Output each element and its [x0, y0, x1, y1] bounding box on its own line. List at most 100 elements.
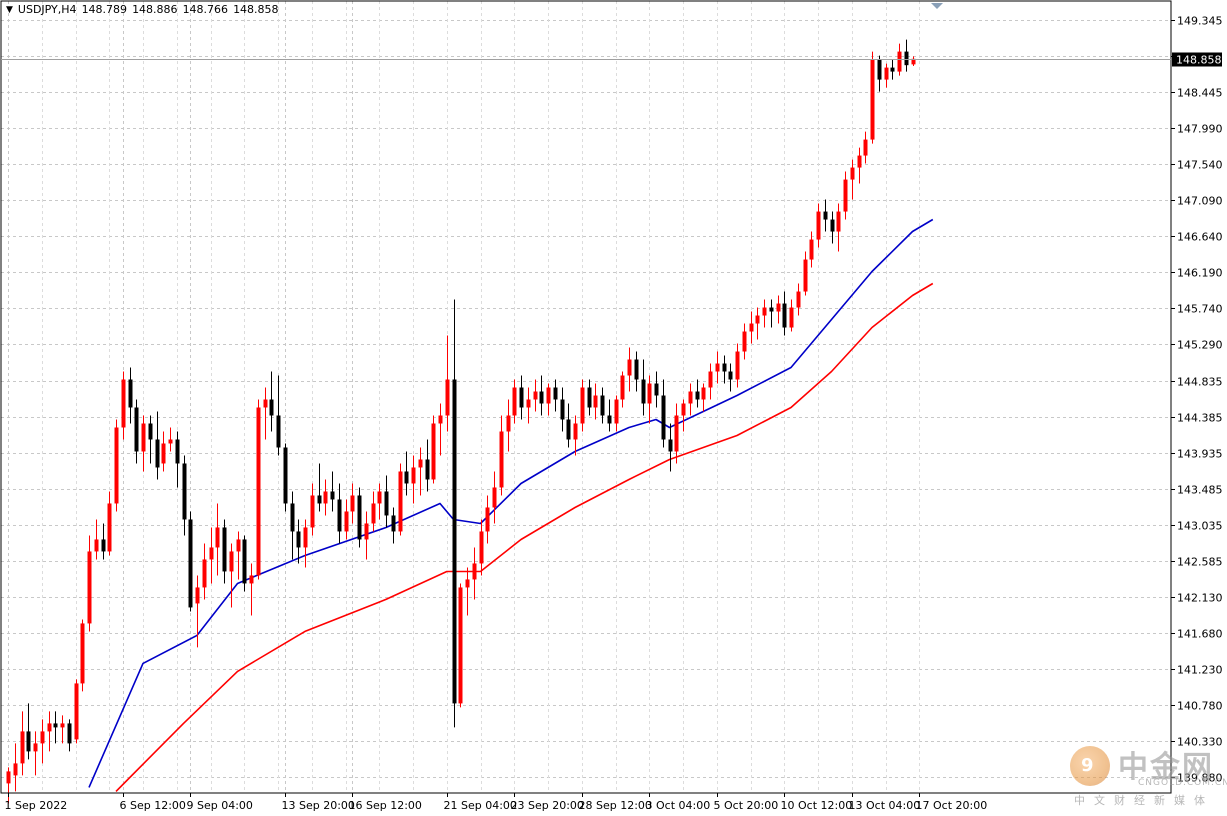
x-tick-label: 13 Oct 04:00 — [849, 799, 921, 812]
candle-body — [755, 315, 760, 324]
y-tick-label: 142.130 — [1177, 592, 1223, 605]
candle-body — [155, 439, 160, 468]
candle-bull — [13, 743, 18, 792]
candle-body — [890, 67, 895, 72]
candle-bear — [566, 403, 571, 448]
candle-bull — [168, 427, 173, 452]
grid-layer — [1, 1, 1171, 793]
moving-averages — [88, 218, 934, 792]
candle-bull — [47, 711, 52, 752]
candle-body — [249, 575, 254, 584]
candle-body — [236, 539, 241, 552]
candle-bull — [681, 399, 686, 432]
candle-bear — [830, 211, 835, 244]
candle-body — [182, 463, 187, 520]
candle-body — [87, 551, 92, 624]
candle-body — [398, 471, 403, 532]
candle-bear — [877, 55, 882, 92]
candle-bull — [479, 519, 484, 576]
candle-body — [796, 291, 801, 308]
candle-body — [465, 579, 470, 588]
candle-body — [620, 375, 625, 400]
candle-body — [121, 379, 126, 428]
candle-body — [242, 539, 247, 584]
candle-body — [40, 731, 45, 744]
y-tick-label: 145.290 — [1177, 339, 1223, 352]
candle-body — [600, 395, 605, 416]
watermark-subtitle: 中文财经新媒体 — [1074, 794, 1214, 807]
candle-bull — [620, 371, 625, 408]
y-tick-label: 149.345 — [1177, 15, 1223, 28]
candle-bull — [789, 299, 794, 332]
candle-bull — [762, 299, 767, 328]
candle-bull — [445, 335, 450, 432]
candle-body — [512, 387, 517, 416]
x-tick-label: 28 Sep 12:00 — [579, 799, 652, 812]
candle-bull — [377, 483, 382, 520]
candle-body — [809, 239, 814, 260]
candle-bull — [310, 483, 315, 536]
candle-body — [418, 459, 423, 468]
candle-bear — [26, 703, 31, 760]
candle-bear — [600, 387, 605, 424]
candle-bear — [641, 359, 646, 416]
candle-bull — [350, 483, 355, 524]
candle-bull — [398, 463, 403, 536]
candle-body — [168, 439, 173, 444]
candle-bear — [452, 299, 457, 728]
header-close: 148.858 — [233, 3, 279, 16]
candle-bull — [74, 679, 79, 744]
candle-body — [222, 527, 227, 572]
candle-body — [344, 511, 349, 532]
candle-bear — [539, 375, 544, 416]
dropdown-arrow-icon[interactable]: ▼ — [6, 4, 13, 15]
candle-bear — [67, 719, 72, 752]
candle-bear — [695, 379, 700, 408]
candle-bear — [128, 367, 133, 424]
candle-bear — [283, 443, 288, 512]
candle-body — [404, 471, 409, 484]
candle-bear — [634, 351, 639, 392]
candle-bear — [728, 363, 733, 392]
candle-bull — [256, 399, 261, 580]
candle-bull — [580, 379, 585, 432]
candle-body — [303, 527, 308, 548]
candle-bear — [404, 451, 409, 496]
candle-body — [701, 387, 706, 400]
candle-bear — [823, 199, 828, 232]
candle-body — [830, 219, 835, 232]
watermark-domain: CNGOLD.COM.CN — [1138, 778, 1227, 788]
candle-bull — [857, 147, 862, 184]
candle-body — [863, 139, 868, 156]
candle-body — [776, 303, 781, 312]
candle-bull — [411, 455, 416, 504]
candle-body — [20, 731, 25, 764]
watermark-logo-icon: 9 — [1070, 746, 1110, 786]
candle-body — [425, 459, 430, 480]
candle-bull — [485, 495, 490, 544]
candle-bear — [560, 387, 565, 432]
candle-bull — [749, 311, 754, 344]
candle-bear — [222, 519, 227, 584]
candle-bull — [323, 479, 328, 516]
candle-body — [94, 539, 99, 552]
candle-body — [533, 391, 538, 400]
candle-bear — [904, 39, 909, 72]
candle-bull — [141, 415, 146, 472]
price-axis: 149.345148.895148.445147.990147.540147.0… — [1, 15, 1223, 785]
candle-bull — [573, 415, 578, 456]
candle-body — [13, 763, 18, 776]
candle-bear — [317, 463, 322, 512]
candle-body — [681, 403, 686, 416]
candle-body — [411, 467, 416, 484]
candle-bull — [884, 63, 889, 88]
candles — [6, 39, 916, 804]
candle-bull — [776, 295, 781, 324]
candle-body — [789, 307, 794, 328]
candle-bear — [782, 291, 787, 336]
candle-bull — [249, 563, 254, 616]
candle-body — [134, 407, 139, 452]
candle-bear — [661, 379, 666, 448]
candle-bear — [587, 379, 592, 416]
